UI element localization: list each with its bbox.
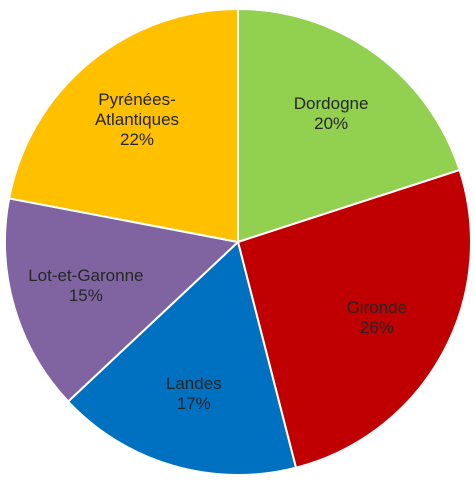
value-label: 17%: [176, 394, 211, 414]
value-label: 20%: [314, 113, 349, 133]
pie-slice: [237, 7, 461, 244]
slice-label: Lot-et-Garonne 15%: [26, 266, 146, 306]
value-label: 22%: [119, 129, 155, 149]
pie-slice: [66, 240, 298, 476]
slice-label: Gironde 26%: [317, 298, 437, 338]
category-label: Landes: [165, 374, 222, 394]
value-label: 15%: [68, 286, 103, 306]
category-label: Gironde: [346, 298, 408, 318]
category-label: Dordogne: [293, 93, 369, 113]
value-label: 26%: [359, 318, 394, 338]
slice-label: Pyrénées-Atlantiques 22%: [77, 90, 197, 150]
pie-slice: [236, 168, 472, 469]
category-label: Lot-et-Garonne: [28, 266, 144, 286]
slice-label: Dordogne 20%: [271, 94, 391, 134]
slice-label: Landes 17%: [134, 374, 254, 414]
category-label: Pyrénées-Atlantiques: [94, 89, 180, 129]
pie-slice: [7, 7, 239, 244]
pie-slice: [4, 197, 241, 403]
